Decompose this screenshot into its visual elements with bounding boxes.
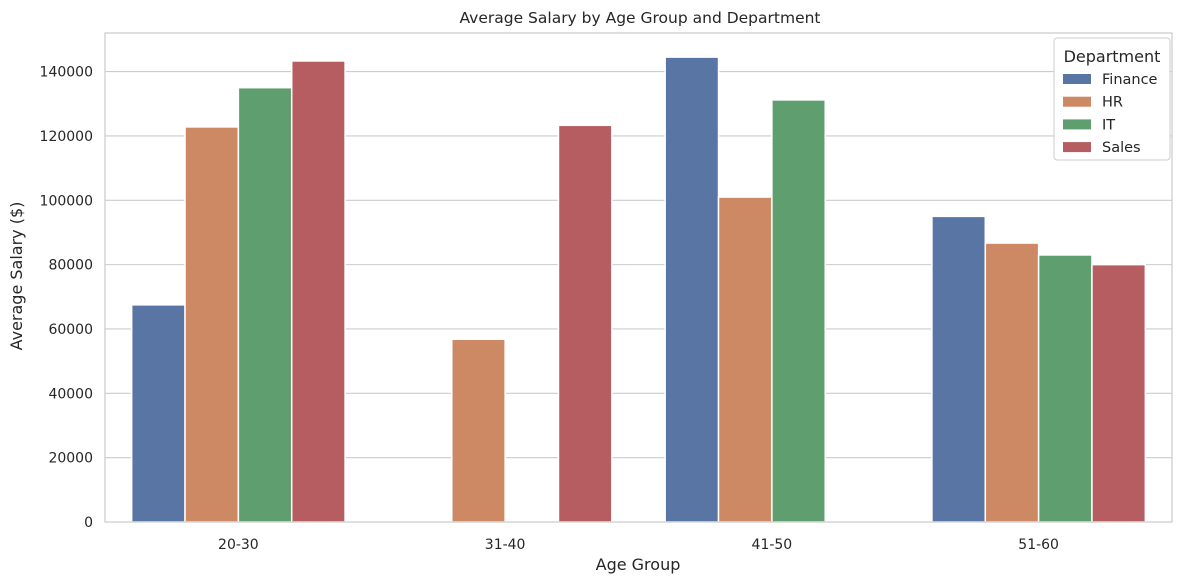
bar-sales-20-30: [290, 60, 346, 523]
bar-finance-20-30: [130, 304, 186, 523]
legend-label-it: IT: [1102, 117, 1115, 133]
legend-box: [1053, 37, 1171, 161]
bar-it-41-50: [771, 99, 826, 523]
x-axis-title: Age Group: [596, 555, 681, 574]
y-tick-label: 80000: [48, 258, 93, 274]
bar-hr-20-30: [184, 126, 240, 523]
legend-items: Finance HR IT Sales: [1063, 72, 1158, 156]
x-tick-label: 41-50: [752, 537, 793, 553]
legend-swatch-finance: [1063, 74, 1091, 84]
bar-sales-51-60: [1091, 263, 1147, 523]
bar-it-51-60: [1037, 254, 1093, 523]
legend-label-hr: HR: [1102, 95, 1123, 111]
bar-it-20-30: [237, 86, 293, 523]
chart-title: Average Salary by Age Group and Departme…: [459, 9, 820, 27]
y-tick-label: 0: [84, 515, 93, 531]
y-tick-label: 60000: [48, 322, 93, 338]
x-tick-label: 20-30: [218, 537, 259, 553]
y-axis-title: Average Salary ($): [7, 202, 26, 351]
bar-sales-31-40: [557, 124, 613, 523]
x-axis-ticks: 20-30 31-40 41-50 51-60: [218, 537, 1059, 553]
legend-swatch-it: [1063, 119, 1091, 130]
bar-finance-41-50: [664, 56, 720, 523]
legend-label-finance: Finance: [1102, 72, 1158, 88]
x-tick-label: 51-60: [1018, 537, 1059, 553]
y-tick-label: 140000: [40, 65, 93, 81]
y-tick-label: 120000: [40, 129, 93, 145]
legend-swatch-sales: [1063, 142, 1091, 153]
bar-hr-31-40: [451, 338, 506, 523]
y-tick-label: 100000: [40, 193, 93, 209]
y-tick-label: 20000: [48, 451, 93, 467]
plot-frame: [104, 32, 1173, 523]
bar-hr-51-60: [984, 242, 1040, 523]
legend-title: Department: [1064, 47, 1161, 66]
bar-hr-41-50: [717, 196, 773, 523]
y-axis-ticks: 0 20000 40000 60000 80000 100000 120000 140000: [40, 65, 93, 531]
bars: [130, 56, 1147, 523]
legend-label-sales: Sales: [1102, 140, 1141, 156]
y-tick-label: 40000: [48, 386, 93, 402]
legend-swatch-hr: [1063, 96, 1091, 107]
legend: Department Finance HR IT Sales: [1053, 37, 1171, 161]
x-tick-label: 31-40: [485, 537, 526, 553]
bar-finance-51-60: [931, 215, 987, 523]
